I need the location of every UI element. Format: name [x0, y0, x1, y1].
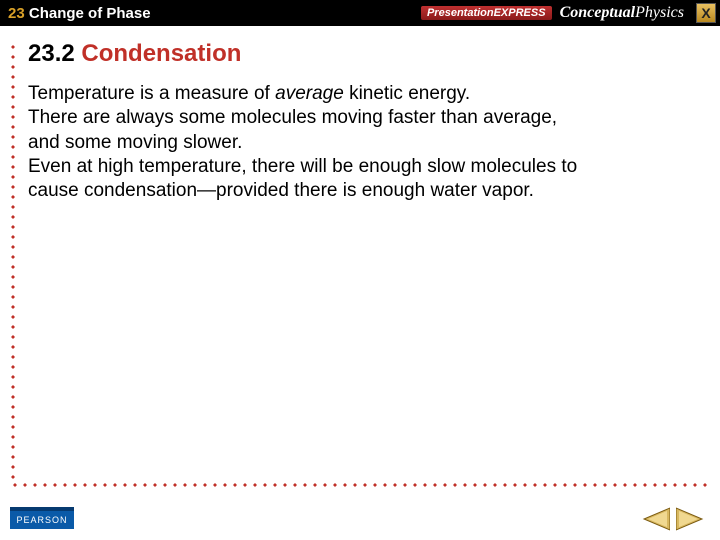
p1-part-a: Temperature is a measure of [28, 83, 275, 104]
paragraph-2: There are always some molecules moving f… [28, 106, 588, 155]
nav-arrows [640, 506, 706, 532]
prev-button[interactable] [640, 506, 670, 532]
dotted-border-left [10, 42, 16, 480]
p1-part-b: kinetic energy. [344, 83, 470, 104]
close-button[interactable]: X [696, 3, 716, 23]
brand-area: PresentationEXPRESS ConceptualPhysics [421, 0, 684, 26]
brand-book-suffix: Physics [635, 4, 684, 21]
dotted-border-bottom [10, 482, 710, 488]
chapter-title: Change of Phase [29, 5, 151, 22]
paragraph-3: Even at high temperature, there will be … [28, 155, 588, 204]
arrow-right-icon [676, 506, 706, 532]
paragraph-1: Temperature is a measure of average kine… [28, 82, 588, 106]
publisher-logo: PEARSON [10, 507, 74, 529]
section-number: 23.2 [28, 40, 75, 67]
section-name: Condensation [81, 40, 241, 67]
next-button[interactable] [676, 506, 706, 532]
footer: PEARSON [0, 496, 720, 540]
top-bar: 23 Change of Phase PresentationEXPRESS C… [0, 0, 720, 26]
chapter-label: 23 Change of Phase [0, 5, 151, 22]
chapter-number: 23 [8, 5, 25, 22]
section-title: 23.2 Condensation [28, 40, 700, 68]
brand-express: PresentationEXPRESS [421, 6, 552, 20]
body-text: Temperature is a measure of average kine… [28, 82, 588, 204]
p1-emphasis: average [275, 83, 344, 104]
brand-book-prefix: Conceptual [560, 4, 636, 21]
arrow-left-icon [640, 506, 670, 532]
brand-book: ConceptualPhysics [560, 4, 684, 22]
slide-content: 23.2 Condensation Temperature is a measu… [28, 40, 700, 204]
close-icon: X [701, 5, 710, 21]
